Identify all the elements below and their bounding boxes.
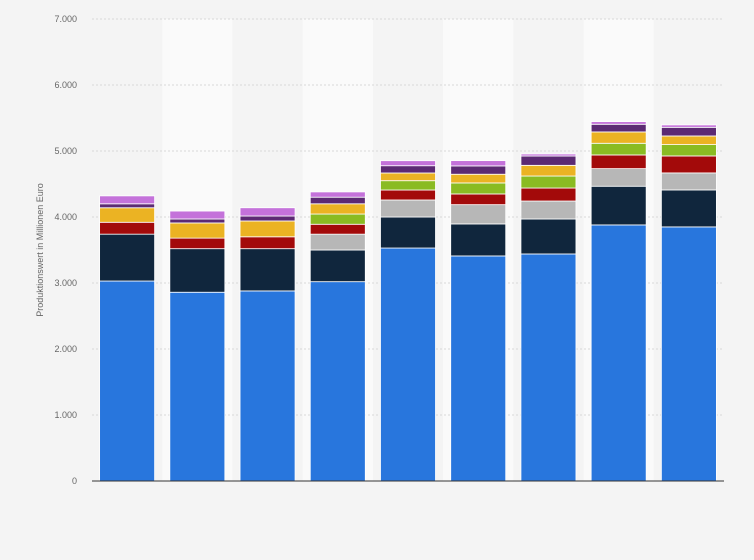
bar-stack[interactable]	[380, 160, 436, 482]
bar-segment-0[interactable]	[660, 226, 717, 482]
bar-segment-0[interactable]	[169, 291, 226, 482]
bar-segment-2[interactable]	[380, 199, 436, 218]
bar-segment-3[interactable]	[660, 155, 717, 174]
bar-segment-5[interactable]	[660, 135, 717, 145]
bar-segment-6[interactable]	[99, 203, 156, 209]
bar-stack[interactable]	[660, 124, 717, 482]
y-tick-label: 2.000	[54, 344, 77, 354]
y-tick-label: 3.000	[54, 278, 77, 288]
bar-segment-1[interactable]	[450, 223, 507, 257]
bar-segment-6[interactable]	[450, 165, 507, 175]
bar-segment-2[interactable]	[450, 204, 507, 225]
bar-segment-1[interactable]	[99, 233, 156, 282]
bar-segment-0[interactable]	[380, 247, 436, 482]
bar-stack[interactable]	[169, 210, 226, 482]
y-tick-label: 4.000	[54, 212, 77, 222]
bar-segment-6[interactable]	[590, 123, 647, 133]
bar-segment-1[interactable]	[520, 218, 577, 255]
bar-segment-4[interactable]	[590, 142, 647, 156]
bar-segment-3[interactable]	[380, 189, 436, 201]
bar-segment-0[interactable]	[520, 253, 577, 482]
bars	[99, 121, 717, 482]
bar-segment-1[interactable]	[590, 185, 647, 226]
bar-segment-3[interactable]	[239, 236, 296, 250]
bar-segment-7[interactable]	[590, 121, 647, 125]
bar-segment-3[interactable]	[309, 223, 366, 235]
bar-segment-7[interactable]	[309, 191, 366, 198]
bar-segment-0[interactable]	[590, 224, 647, 482]
bar-segment-1[interactable]	[239, 248, 296, 292]
bar-segment-6[interactable]	[660, 126, 717, 137]
bar-segment-6[interactable]	[520, 155, 577, 166]
bar-segment-2[interactable]	[309, 233, 366, 251]
y-tick-label: 0	[72, 476, 77, 486]
bar-stack[interactable]	[590, 121, 647, 482]
bar-segment-6[interactable]	[169, 218, 226, 224]
bar-segment-3[interactable]	[520, 187, 577, 202]
bar-segment-5[interactable]	[99, 207, 156, 223]
y-axis-ticks: 0 1.000 2.000 3.000 4.000 5.000 6.000 7.000	[54, 14, 77, 486]
bar-segment-4[interactable]	[660, 144, 717, 157]
bar-segment-4[interactable]	[309, 213, 366, 225]
bar-segment-0[interactable]	[309, 281, 366, 482]
bar-segment-3[interactable]	[169, 237, 226, 250]
bar-segment-5[interactable]	[590, 131, 647, 144]
bar-stack[interactable]	[520, 153, 577, 482]
bar-stack[interactable]	[99, 195, 156, 482]
bar-segment-2[interactable]	[660, 172, 717, 191]
y-tick-label: 7.000	[54, 14, 77, 24]
bar-stack[interactable]	[450, 160, 507, 482]
bar-segment-3[interactable]	[99, 221, 156, 235]
bar-segment-1[interactable]	[660, 189, 717, 228]
bar-segment-7[interactable]	[99, 195, 156, 205]
bar-segment-7[interactable]	[380, 160, 436, 167]
bar-segment-0[interactable]	[450, 255, 507, 482]
bar-segment-6[interactable]	[239, 215, 296, 222]
bar-segment-3[interactable]	[450, 193, 507, 206]
bar-segment-7[interactable]	[239, 207, 296, 217]
bar-segment-4[interactable]	[380, 180, 436, 191]
bar-segment-1[interactable]	[169, 248, 226, 293]
bar-segment-4[interactable]	[450, 182, 507, 195]
bar-segment-5[interactable]	[169, 222, 226, 239]
bar-segment-6[interactable]	[380, 165, 436, 174]
bar-segment-5[interactable]	[450, 173, 507, 184]
bar-segment-1[interactable]	[380, 216, 436, 249]
y-tick-label: 6.000	[54, 80, 77, 90]
bar-segment-2[interactable]	[520, 200, 577, 220]
bar-segment-7[interactable]	[169, 210, 226, 220]
bar-stack[interactable]	[309, 191, 366, 482]
bar-segment-5[interactable]	[380, 172, 436, 182]
bar-segment-2[interactable]	[590, 168, 647, 187]
y-tick-label: 5.000	[54, 146, 77, 156]
bar-segment-5[interactable]	[309, 203, 366, 215]
bar-segment-5[interactable]	[239, 220, 296, 238]
y-tick-label: 1.000	[54, 410, 77, 420]
bar-segment-3[interactable]	[590, 154, 647, 170]
bar-stack[interactable]	[239, 207, 296, 482]
bar-segment-4[interactable]	[520, 175, 577, 189]
bar-segment-1[interactable]	[309, 249, 366, 283]
y-axis-label: Produktionswert in Millionen Euro	[35, 183, 45, 317]
bar-segment-7[interactable]	[450, 160, 507, 167]
bar-segment-5[interactable]	[520, 164, 577, 177]
bar-segment-7[interactable]	[660, 124, 717, 128]
bar-segment-0[interactable]	[99, 280, 156, 482]
bar-segment-6[interactable]	[309, 196, 366, 205]
bar-segment-7[interactable]	[520, 153, 577, 157]
bar-segment-0[interactable]	[239, 290, 296, 482]
